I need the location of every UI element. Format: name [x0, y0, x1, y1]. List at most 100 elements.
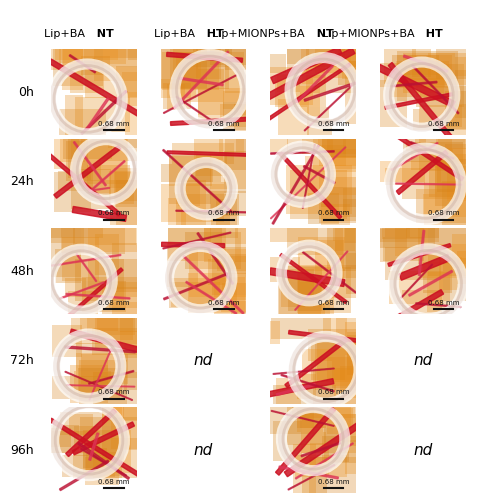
Bar: [263, 54, 285, 72]
Bar: [293, 444, 316, 494]
Polygon shape: [91, 188, 110, 191]
Polygon shape: [270, 150, 334, 154]
Bar: [297, 410, 326, 428]
Text: 0.68 mm: 0.68 mm: [98, 210, 129, 216]
Bar: [85, 67, 142, 98]
Text: 72h: 72h: [10, 354, 34, 367]
Bar: [199, 70, 224, 120]
Text: 48h: 48h: [10, 265, 34, 278]
Bar: [50, 426, 79, 454]
Bar: [236, 224, 256, 262]
Polygon shape: [88, 370, 134, 384]
Bar: [447, 104, 483, 135]
Bar: [61, 44, 83, 90]
Bar: [273, 385, 336, 410]
Bar: [262, 321, 281, 344]
Polygon shape: [66, 268, 123, 318]
Polygon shape: [391, 82, 437, 87]
Bar: [436, 120, 482, 170]
Text: 0h: 0h: [18, 86, 34, 99]
Bar: [110, 170, 128, 188]
Bar: [236, 120, 270, 152]
Polygon shape: [284, 419, 366, 476]
Bar: [169, 156, 211, 204]
Polygon shape: [86, 98, 109, 130]
Bar: [196, 154, 227, 176]
Polygon shape: [285, 338, 347, 388]
Bar: [419, 135, 465, 171]
Bar: [69, 414, 93, 436]
Bar: [153, 42, 207, 88]
Polygon shape: [49, 418, 142, 478]
Bar: [80, 416, 140, 450]
Polygon shape: [412, 65, 459, 114]
Polygon shape: [167, 151, 252, 156]
Bar: [87, 165, 130, 194]
Bar: [109, 282, 164, 308]
Bar: [332, 361, 391, 388]
Bar: [204, 223, 226, 262]
Bar: [457, 250, 483, 284]
Bar: [158, 184, 224, 222]
Bar: [176, 52, 244, 102]
Text: 0.68 mm: 0.68 mm: [208, 120, 240, 126]
Bar: [94, 32, 140, 81]
Bar: [223, 90, 269, 108]
Polygon shape: [270, 268, 345, 286]
Bar: [208, 259, 226, 285]
Bar: [287, 212, 343, 254]
Text: nd: nd: [413, 443, 433, 458]
Polygon shape: [66, 385, 135, 387]
Bar: [327, 402, 351, 434]
Bar: [428, 227, 483, 276]
Bar: [419, 106, 462, 127]
Polygon shape: [176, 96, 220, 126]
Bar: [292, 374, 355, 418]
Bar: [70, 366, 108, 403]
Bar: [324, 428, 349, 462]
Bar: [128, 20, 180, 59]
Polygon shape: [78, 442, 129, 480]
Bar: [75, 343, 108, 372]
Polygon shape: [271, 410, 334, 426]
Text: Lip+BA: Lip+BA: [154, 29, 199, 39]
Polygon shape: [66, 409, 116, 457]
Polygon shape: [54, 146, 121, 199]
Bar: [262, 393, 314, 434]
Text: Lip+BA: Lip+BA: [44, 29, 89, 39]
Bar: [60, 128, 85, 162]
Bar: [436, 30, 482, 79]
Bar: [403, 142, 463, 163]
Bar: [397, 51, 458, 102]
Polygon shape: [416, 303, 461, 308]
Bar: [307, 119, 332, 143]
Text: 0.68 mm: 0.68 mm: [318, 478, 349, 484]
Bar: [275, 75, 327, 106]
Text: nd: nd: [194, 443, 213, 458]
Text: 0.68 mm: 0.68 mm: [98, 120, 129, 126]
Bar: [212, 254, 272, 295]
Bar: [162, 52, 219, 90]
Bar: [71, 169, 112, 209]
Bar: [217, 247, 256, 270]
Bar: [311, 339, 345, 380]
Bar: [102, 418, 124, 468]
Bar: [341, 414, 401, 446]
Bar: [171, 278, 237, 307]
Bar: [297, 266, 351, 314]
Polygon shape: [303, 166, 335, 184]
Polygon shape: [183, 256, 244, 314]
Bar: [271, 294, 331, 339]
Text: 0.68 mm: 0.68 mm: [427, 210, 459, 216]
Bar: [74, 371, 111, 394]
Bar: [56, 248, 81, 283]
Polygon shape: [88, 160, 125, 193]
Bar: [318, 134, 356, 158]
Bar: [390, 78, 443, 97]
Polygon shape: [65, 372, 132, 400]
Bar: [115, 172, 183, 207]
Bar: [314, 32, 357, 72]
Bar: [264, 200, 318, 242]
Bar: [345, 440, 381, 474]
Bar: [443, 258, 483, 301]
